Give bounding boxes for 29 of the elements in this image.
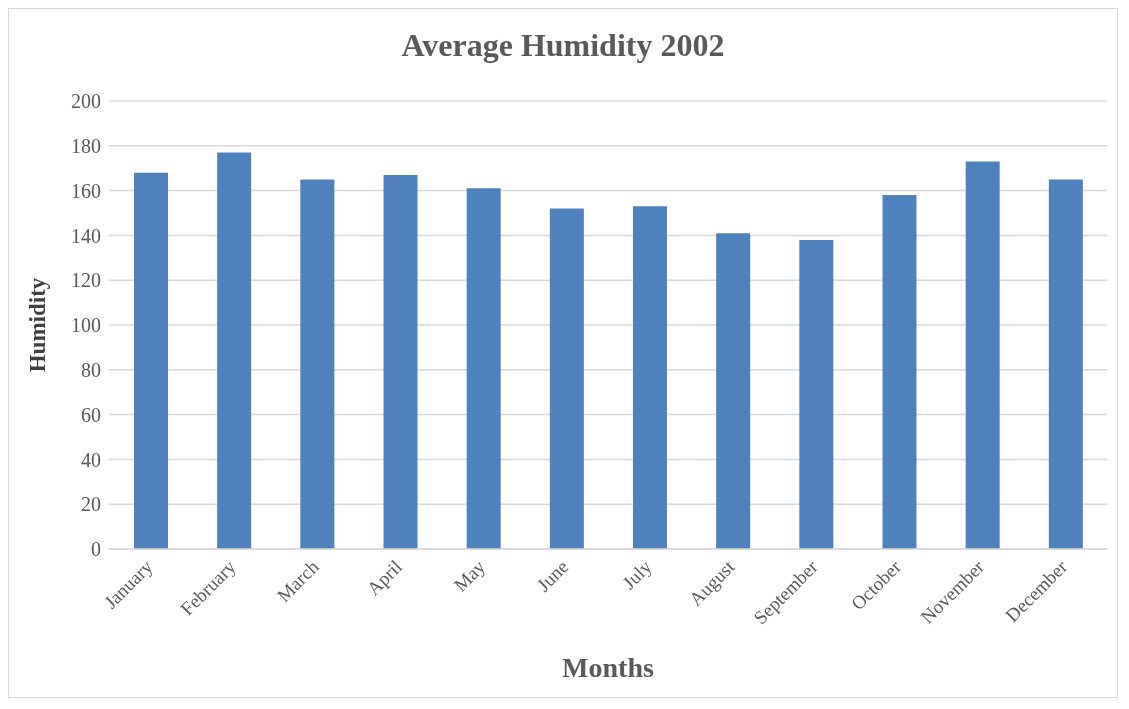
x-tick-label: July xyxy=(618,555,656,594)
y-tick-label: 40 xyxy=(81,448,101,471)
bar xyxy=(1048,179,1083,549)
x-tick-label: June xyxy=(532,556,573,596)
bar xyxy=(882,195,917,549)
bar xyxy=(633,206,667,549)
bar xyxy=(217,152,252,549)
y-tick-label: 160 xyxy=(71,179,101,202)
bar xyxy=(383,174,418,549)
bar xyxy=(466,188,501,549)
y-tick-label: 0 xyxy=(91,538,101,561)
y-tick-label: 140 xyxy=(71,224,101,247)
bar xyxy=(965,161,1000,549)
y-axis-title: Humidity xyxy=(25,277,51,373)
y-tick-label: 80 xyxy=(81,358,101,381)
chart-title: Average Humidity 2002 xyxy=(400,26,726,65)
bar xyxy=(799,239,834,549)
bar xyxy=(300,179,335,549)
bar xyxy=(134,172,168,549)
y-tick-label: 120 xyxy=(71,269,101,292)
y-tick-label: 60 xyxy=(81,403,101,426)
y-tick-label: 100 xyxy=(71,314,101,337)
x-tick-label: May xyxy=(449,555,490,596)
x-axis-title: Months xyxy=(562,652,654,683)
y-tick-label: 180 xyxy=(71,134,101,157)
bar xyxy=(549,208,584,549)
bar xyxy=(716,233,751,549)
y-tick-label: 200 xyxy=(71,90,101,113)
y-tick-label: 20 xyxy=(81,493,101,516)
